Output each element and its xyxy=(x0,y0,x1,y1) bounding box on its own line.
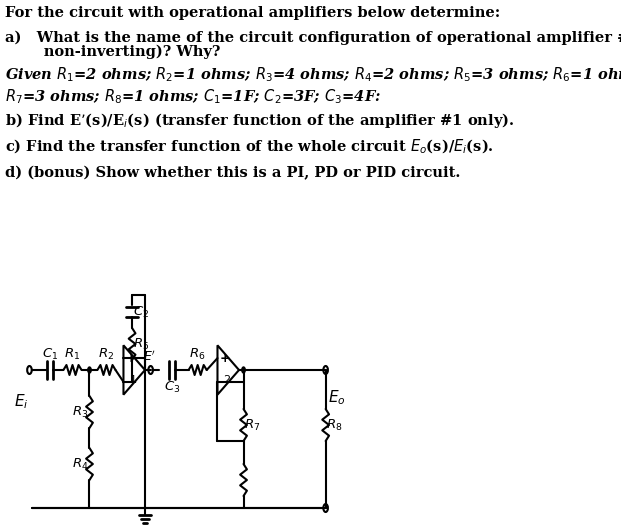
Text: $R_8$: $R_8$ xyxy=(327,417,343,433)
Circle shape xyxy=(324,504,328,512)
Circle shape xyxy=(324,366,328,374)
Text: $C_3$: $C_3$ xyxy=(164,380,180,395)
Text: $R_7$: $R_7$ xyxy=(245,417,261,433)
Circle shape xyxy=(27,366,32,374)
Text: d) (bonus) Show whether this is a PI, PD or PID circuit.: d) (bonus) Show whether this is a PI, PD… xyxy=(4,166,460,180)
Text: $C_1$: $C_1$ xyxy=(42,346,58,362)
Circle shape xyxy=(148,366,153,374)
Text: a)   What is the name of the circuit configuration of operational amplifier #2 (: a) What is the name of the circuit confi… xyxy=(4,31,621,45)
Text: $E_o$: $E_o$ xyxy=(328,389,346,407)
Circle shape xyxy=(88,367,91,373)
Text: −: − xyxy=(125,375,137,389)
Text: $E'$: $E'$ xyxy=(143,350,156,364)
Text: 2: 2 xyxy=(224,375,231,385)
Text: Given $R_1$=2 ohms; $R_2$=1 ohms; $R_3$=4 ohms; $R_4$=2 ohms; $R_5$=3 ohms; $R_6: Given $R_1$=2 ohms; $R_2$=1 ohms; $R_3$=… xyxy=(4,65,621,84)
Text: b) Find E’(s)/E$_i$(s) (transfer function of the amplifier #1 only).: b) Find E’(s)/E$_i$(s) (transfer functio… xyxy=(4,111,514,130)
Text: non-inverting)? Why?: non-inverting)? Why? xyxy=(13,45,220,59)
Text: c) Find the transfer function of the whole circuit $E_o$(s)/$E_i$(s).: c) Find the transfer function of the who… xyxy=(4,138,493,156)
Text: 1: 1 xyxy=(130,375,137,385)
Text: $E_i$: $E_i$ xyxy=(14,392,28,412)
Text: $R_5$: $R_5$ xyxy=(133,337,149,352)
Text: −: − xyxy=(219,375,231,389)
Text: $C_2$: $C_2$ xyxy=(133,304,149,320)
Text: For the circuit with operational amplifiers below determine:: For the circuit with operational amplifi… xyxy=(4,6,500,20)
Text: $R_7$=3 ohms; $R_8$=1 ohms; $C_1$=1F; $C_2$=3F; $C_3$=4F:: $R_7$=3 ohms; $R_8$=1 ohms; $C_1$=1F; $C… xyxy=(4,87,381,106)
Text: +: + xyxy=(125,352,136,365)
Text: $R_6$: $R_6$ xyxy=(189,346,206,362)
Text: +: + xyxy=(219,352,230,365)
Text: $R_2$: $R_2$ xyxy=(98,346,114,362)
Text: $R_1$: $R_1$ xyxy=(65,346,81,362)
Circle shape xyxy=(242,367,245,373)
Text: $R_3$: $R_3$ xyxy=(72,405,89,419)
Text: $R_4$: $R_4$ xyxy=(72,457,89,472)
